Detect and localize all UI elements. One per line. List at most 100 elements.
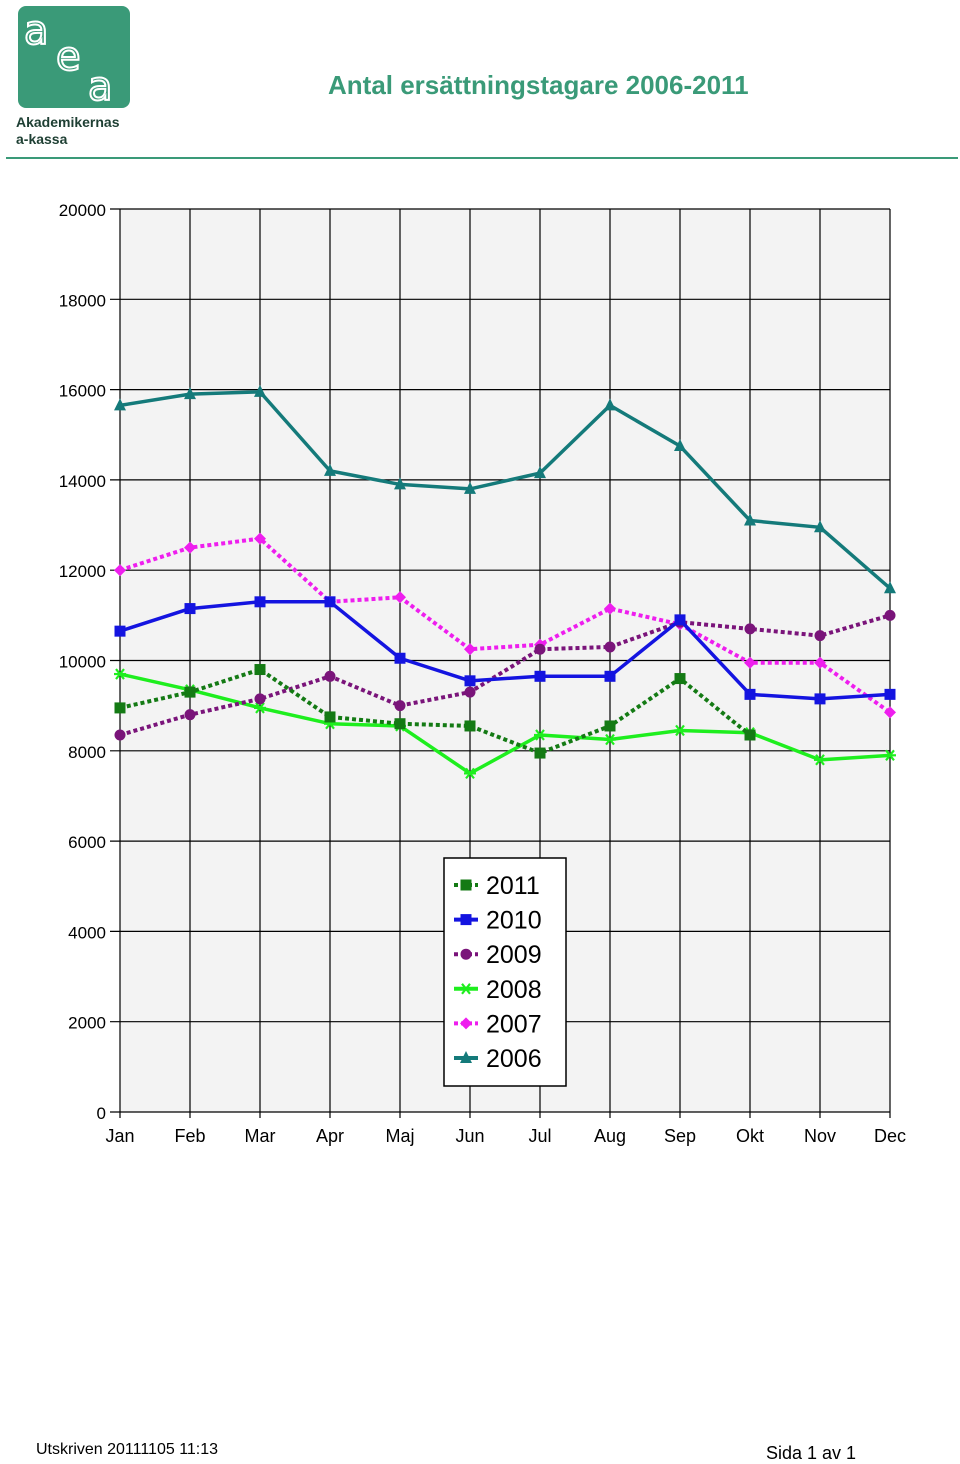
data-point [464,767,476,780]
data-point [534,670,546,682]
y-tick-label: 6000 [68,833,106,852]
x-tick-label: Jan [105,1126,134,1146]
data-point [324,463,336,476]
data-point [744,688,756,700]
data-point [814,520,826,533]
data-point [254,702,266,714]
data-point [184,709,196,721]
data-point [184,387,196,400]
legend-label: 2007 [486,1010,542,1038]
star-stroke [605,733,615,746]
data-point [114,702,126,714]
data-point [534,643,546,655]
star-stroke [885,749,895,762]
x-tick-label: Jul [528,1126,551,1146]
series-2010 [114,596,896,705]
data-point [464,675,476,687]
star-stroke [115,668,125,680]
data-point [884,581,896,594]
line-chart: 0 2000 4000 6000 8000 10000 12000 14000 16000 180… [59,201,906,1146]
x-tick-label: Apr [316,1126,344,1146]
data-point [604,398,616,411]
data-point [114,668,126,680]
legend-label: 2008 [486,976,542,1004]
data-point [884,706,896,719]
data-point [744,623,756,635]
data-point [394,652,406,664]
legend-item: 2009 [454,941,542,969]
legend-label: 2009 [486,941,542,969]
y-tick-label: 10000 [59,653,106,672]
data-point [884,609,896,621]
svg-text:a: a [24,8,49,54]
data-point [744,656,756,669]
logo-wordmark: Akademikernas a-kassa [16,114,120,148]
series-line [119,600,891,701]
data-point [744,729,756,741]
legend-item: 2008 [454,976,542,1004]
x-tick-label: Jun [455,1126,484,1146]
data-point [394,477,406,490]
data-point [184,686,196,698]
y-tick-label: 20000 [59,201,106,220]
data-point [254,532,266,545]
logo: a e a Akademikernas a-kassa [16,6,132,152]
data-point [674,673,686,685]
series-2006 [114,384,896,594]
legend-swatch-marker [460,983,472,995]
series-line [119,613,891,737]
data-point [674,439,686,452]
star-stroke [535,729,545,741]
x-tick-label: Nov [804,1126,836,1146]
y-tick-label: 18000 [59,291,106,310]
star-stroke [461,983,471,995]
svg-text:e: e [56,34,81,80]
data-point [674,724,686,737]
page-title: Antal ersättningstagare 2006-2011 [328,70,749,100]
data-point [184,603,196,615]
x-tick-label: Maj [385,1126,414,1146]
data-point [534,466,546,479]
y-tick-label: 14000 [59,472,106,491]
data-point [814,656,826,669]
data-point [394,718,406,730]
data-point [254,384,266,397]
legend-label: 2011 [486,872,540,900]
legend-swatch-marker [460,879,472,891]
logo-brand-line2: a-kassa [16,131,68,147]
data-point [254,664,266,676]
data-point [814,754,826,766]
data-point [604,720,616,732]
series-line [119,672,891,776]
data-point [814,630,826,642]
data-point [534,747,546,759]
data-point [114,625,126,637]
svg-text:a: a [88,64,113,108]
y-tick-label: 8000 [68,743,106,762]
data-point [674,614,686,626]
legend-swatch-marker [460,1017,472,1030]
series-2011 [114,664,756,759]
legend-label: 2006 [486,1045,542,1073]
data-point [184,541,196,554]
data-point [464,720,476,732]
y-tick-label: 12000 [59,562,106,581]
legend-item: 2007 [454,1010,542,1038]
y-tick-label: 2000 [68,1014,106,1033]
data-point [604,641,616,653]
star-stroke [255,702,265,714]
data-point [464,481,476,494]
data-point [324,596,336,608]
data-point [464,686,476,698]
data-point [114,398,126,411]
data-point [324,670,336,682]
data-point [884,749,896,762]
data-point [604,670,616,682]
data-point [464,643,476,656]
legend: 2011 2010 2009 2008 2007 2006 [443,857,567,1087]
series-2009 [114,609,896,741]
legend-swatch-marker [460,1051,472,1063]
data-point [254,693,266,705]
legend-swatch-marker [460,948,472,960]
series-line [119,390,892,590]
